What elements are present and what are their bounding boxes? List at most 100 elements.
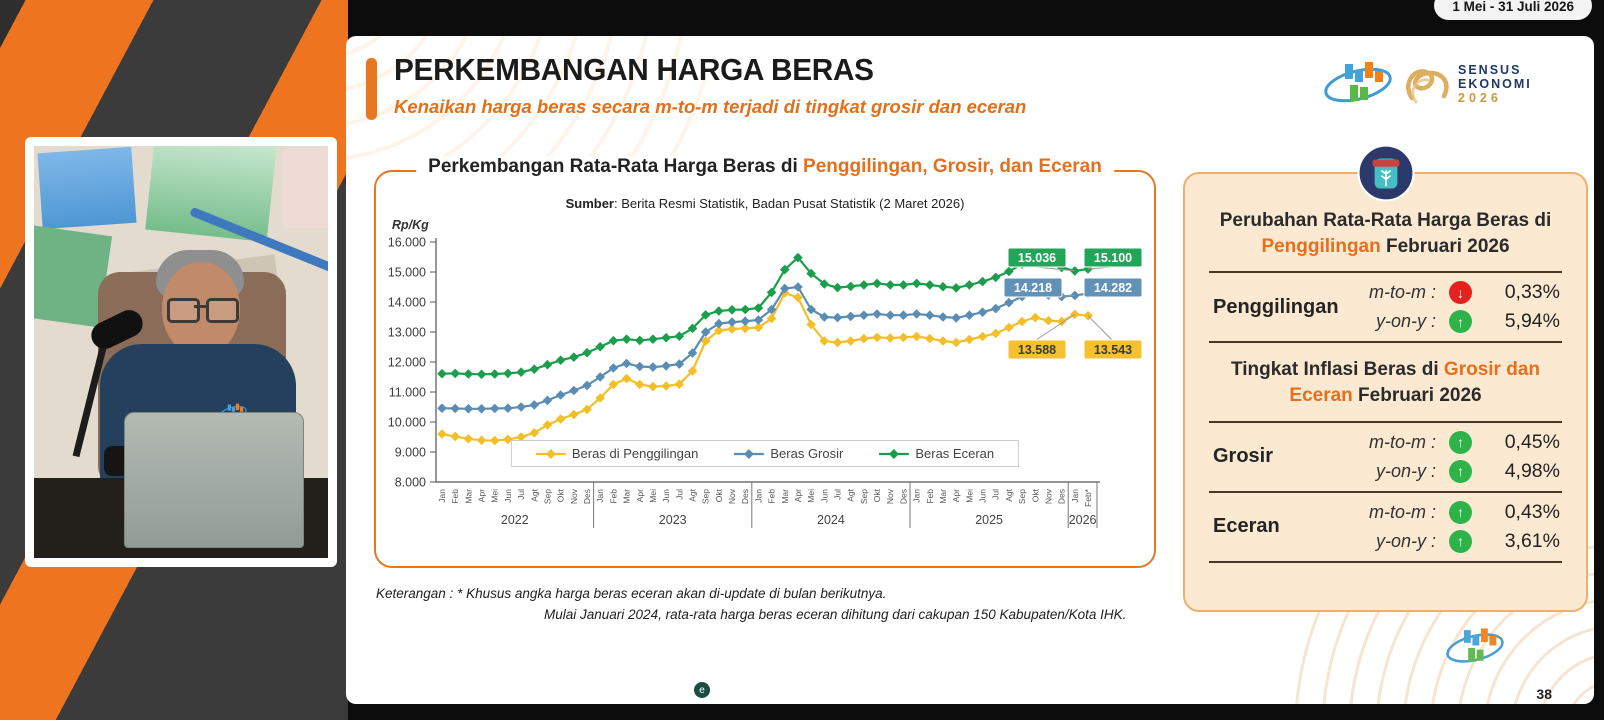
panel-h1-pre: Perubahan Rata-Rata Harga Beras di xyxy=(1219,210,1552,231)
svg-text:Nov: Nov xyxy=(1043,488,1053,504)
data-label-box xyxy=(1007,339,1067,360)
laptop xyxy=(124,412,304,548)
decor-waves-top-left xyxy=(346,36,706,166)
data-label-box xyxy=(1007,247,1067,268)
footnote-label: Keterangan : xyxy=(376,586,458,601)
svg-text:Feb: Feb xyxy=(608,489,618,504)
panel-h2-pre: Tingkat Inflasi Beras di xyxy=(1230,359,1444,381)
metric-line: y-on-y : ↑ 3,61% xyxy=(1359,527,1562,556)
svg-text:Jan: Jan xyxy=(753,489,763,503)
metric-label: m-to-m : xyxy=(1369,282,1436,303)
svg-text:Feb: Feb xyxy=(767,489,777,504)
source-text: : Berita Resmi Statistik, Badan Pusat St… xyxy=(613,196,965,211)
metric-line: m-to-m : ↑ 0,45% xyxy=(1359,428,1562,457)
metric-label: y-on-y : xyxy=(1375,311,1436,332)
metric-value: 0,43% xyxy=(1504,500,1560,523)
wall-panel-green xyxy=(145,146,277,243)
sensus-squiggle-icon xyxy=(1406,69,1449,104)
chart-title: Perkembangan Rata-Rata Harga Beras di Pe… xyxy=(416,156,1114,178)
panel-row-grosir: Grosir m-to-m : ↑ 0,45% y-on-y : ↑ 4,98% xyxy=(1209,420,1562,491)
data-label-value: 14.282 xyxy=(1094,281,1132,295)
svg-text:Mei: Mei xyxy=(490,489,500,503)
speaker-person xyxy=(162,262,240,356)
footnote: Keterangan : * Khusus angka harga beras … xyxy=(376,584,1126,626)
chart-title-orange: Penggilingan, Grosir, dan Eceran xyxy=(803,156,1102,177)
glasses-bridge xyxy=(194,305,206,308)
panel-group-name: Penggilingan xyxy=(1213,295,1339,318)
svg-text:Mei: Mei xyxy=(964,489,974,503)
panel-group-name: Eceran xyxy=(1213,515,1280,538)
svg-text:Agt: Agt xyxy=(846,488,856,501)
svg-text:Jul: Jul xyxy=(991,489,1001,500)
svg-text:2026: 2026 xyxy=(1069,513,1097,527)
metric-line: m-to-m : ↑ 0,43% xyxy=(1359,498,1562,527)
svg-text:Agt: Agt xyxy=(1004,488,1014,501)
panel-heading-2: Tingkat Inflasi Beras di Grosir dan Ecer… xyxy=(1209,357,1562,408)
panel-row-eceran: Eceran m-to-m : ↑ 0,43% y-on-y : ↑ 3,61% xyxy=(1209,490,1562,561)
sensus-line2: EKONOMI xyxy=(1458,77,1532,92)
panel-group-name: Grosir xyxy=(1213,445,1274,468)
metric-line: m-to-m : ↓ 0,33% xyxy=(1359,278,1562,307)
svg-text:Apr: Apr xyxy=(793,489,803,502)
svg-text:10.000: 10.000 xyxy=(388,416,426,430)
svg-text:Okt: Okt xyxy=(556,488,566,502)
svg-text:2022: 2022 xyxy=(501,513,529,527)
sensus-year: 2026 xyxy=(1458,90,1502,105)
trend-down-icon: ↓ xyxy=(1449,281,1472,305)
webcam-video[interactable] xyxy=(25,137,337,567)
svg-text:Feb*: Feb* xyxy=(1083,488,1093,507)
svg-text:Jun: Jun xyxy=(819,489,829,503)
series-beras-di-penggilingan xyxy=(437,288,1093,446)
metric-value: 3,61% xyxy=(1504,529,1560,552)
svg-text:Feb: Feb xyxy=(450,489,460,504)
svg-text:Mar: Mar xyxy=(622,489,632,504)
metric-line: y-on-y : ↑ 4,98% xyxy=(1359,457,1562,486)
svg-text:Jan: Jan xyxy=(595,489,605,503)
panel-h1-post: Februari 2026 xyxy=(1380,235,1510,257)
page-title: PERKEMBANGAN HARGA BERAS xyxy=(394,52,874,87)
svg-text:Mar: Mar xyxy=(463,489,473,504)
svg-text:Des: Des xyxy=(898,489,908,504)
data-label-box xyxy=(1083,277,1143,298)
data-label-box xyxy=(1083,339,1143,360)
panel-row-penggilingan: Penggilingan m-to-m : ↓ 0,33% y-on-y : ↑ 5,94% xyxy=(1209,271,1562,341)
svg-text:Jul: Jul xyxy=(674,489,684,500)
subtitle: Kenaikan harga beras secara m-to-m terja… xyxy=(394,96,1027,117)
svg-text:Apr: Apr xyxy=(477,489,487,502)
svg-text:Jul: Jul xyxy=(833,489,843,500)
svg-text:Feb: Feb xyxy=(925,489,935,504)
svg-text:12.000: 12.000 xyxy=(388,356,426,370)
trend-up-icon: ↑ xyxy=(1449,459,1472,483)
svg-text:Jun: Jun xyxy=(978,489,988,503)
price-line-chart: 16.000 15.000 14.000 13.000 12.000 11.000 10.0… xyxy=(388,236,1143,528)
panel-h2-post: Februari 2026 xyxy=(1352,384,1482,406)
svg-text:Jan: Jan xyxy=(1070,489,1080,503)
glasses-lens xyxy=(167,298,200,323)
svg-text:Jun: Jun xyxy=(503,489,513,503)
svg-text:Sep: Sep xyxy=(1017,489,1027,504)
metric-label: m-to-m : xyxy=(1369,501,1436,522)
chart-source: Sumber: Berita Resmi Statistik, Badan Pu… xyxy=(376,196,1154,211)
legend-label: Beras di Penggilingan xyxy=(571,446,699,461)
metric-label: m-to-m : xyxy=(1369,431,1436,452)
speaker-glasses xyxy=(167,298,239,323)
svg-text:Jul: Jul xyxy=(516,489,526,500)
data-label-value: 15.036 xyxy=(1018,251,1056,265)
sensus-ekonomi-logo-icon: SENSUS EKONOMI 2026 xyxy=(1402,62,1532,108)
trend-up-icon: ↑ xyxy=(1449,500,1472,524)
svg-text:8.000: 8.000 xyxy=(395,476,426,490)
source-label: Sumber xyxy=(565,196,614,211)
title-accent-bar xyxy=(366,58,377,120)
speaker-video-frame xyxy=(34,146,328,558)
metric-label: y-on-y : xyxy=(1375,530,1436,551)
footnote-line2: Mulai Januari 2024, rata-rata harga bera… xyxy=(544,606,1127,622)
legend-item: Beras di Penggilingan xyxy=(535,446,699,461)
legend-label: Beras Grosir xyxy=(770,446,844,461)
legend-marker-icon xyxy=(535,448,566,459)
svg-text:Apr: Apr xyxy=(635,489,645,502)
panel-table-penggilingan: Penggilingan m-to-m : ↓ 0,33% y-on-y : ↑ 5,94% xyxy=(1209,271,1562,344)
legend-item: Beras Eceran xyxy=(879,446,994,461)
trend-up-icon: ↑ xyxy=(1449,430,1472,454)
svg-text:2024: 2024 xyxy=(817,513,845,527)
svg-text:Des: Des xyxy=(582,489,592,504)
